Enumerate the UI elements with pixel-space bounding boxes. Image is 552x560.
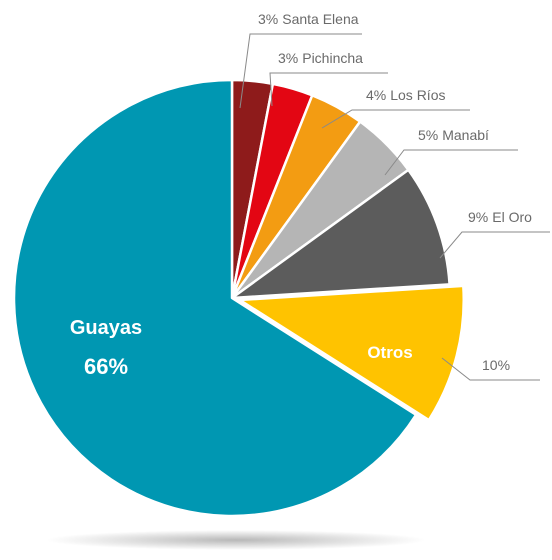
category-label: Pichincha bbox=[302, 50, 363, 66]
leader-line bbox=[384, 149, 518, 176]
leader-line bbox=[439, 231, 550, 259]
category-label: El Oro bbox=[492, 209, 532, 225]
pie-slice bbox=[230, 168, 451, 300]
leader-line bbox=[321, 109, 470, 129]
leader-line bbox=[269, 72, 388, 107]
value-label: 5% bbox=[418, 127, 438, 143]
category-label: Manabí bbox=[442, 127, 489, 143]
leader-line bbox=[441, 357, 540, 381]
pie-shadow bbox=[46, 530, 426, 550]
category-label: Guayas bbox=[70, 317, 142, 339]
value-label: 9% bbox=[468, 209, 488, 225]
value-label: 4% bbox=[366, 87, 386, 103]
slice-label: 4% Los Ríos bbox=[366, 87, 445, 103]
category-label: Otros bbox=[367, 343, 412, 362]
value-label: 66% bbox=[84, 354, 128, 379]
slice-label: 9% El Oro bbox=[468, 209, 532, 225]
value-label: 10% bbox=[482, 357, 510, 373]
category-label: Santa Elena bbox=[282, 11, 358, 27]
value-label: 3% bbox=[258, 11, 278, 27]
value-label: 3% bbox=[278, 50, 298, 66]
pie-slice bbox=[12, 78, 418, 518]
category-label: Los Ríos bbox=[390, 87, 445, 103]
slice-label: 5% Manabí bbox=[418, 127, 489, 143]
slices bbox=[12, 78, 465, 518]
leader-line bbox=[239, 33, 362, 109]
slice-label: 3% Pichincha bbox=[278, 50, 363, 66]
pie-slice bbox=[238, 284, 465, 422]
slice-label: 3% Santa Elena bbox=[258, 11, 359, 27]
